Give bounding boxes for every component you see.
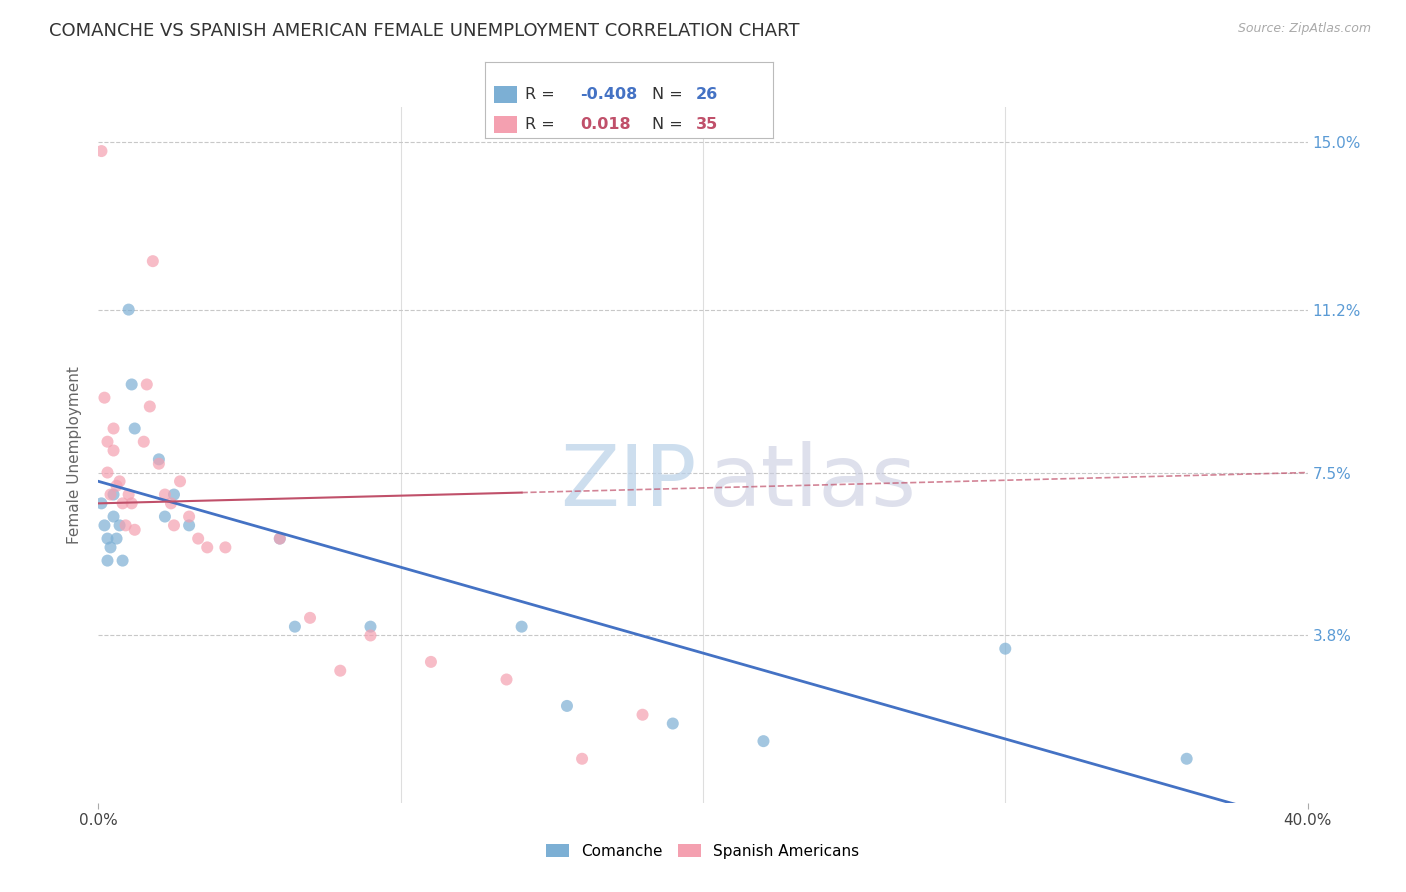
Point — [118, 302, 141, 317]
Text: COMANCHE VS SPANISH AMERICAN FEMALE UNEMPLOYMENT CORRELATION CHART: COMANCHE VS SPANISH AMERICAN FEMALE UNEM… — [49, 22, 800, 40]
Point — [1175, 752, 1198, 766]
Point — [132, 434, 155, 449]
Bar — [494, 86, 517, 103]
Point — [108, 518, 131, 533]
Point — [360, 620, 382, 634]
Point — [495, 673, 517, 687]
Point — [148, 457, 170, 471]
Text: N =: N = — [652, 117, 688, 132]
Point — [105, 532, 128, 546]
Point — [103, 509, 125, 524]
Point — [179, 518, 201, 533]
Text: -0.408: -0.408 — [581, 87, 637, 102]
Point — [114, 518, 136, 533]
Text: N =: N = — [652, 87, 688, 102]
Text: R =: R = — [526, 87, 561, 102]
Point — [153, 509, 176, 524]
Text: R =: R = — [526, 117, 561, 132]
Point — [93, 518, 115, 533]
Point — [96, 434, 118, 449]
Point — [187, 532, 209, 546]
Text: 35: 35 — [696, 117, 717, 132]
Point — [100, 541, 122, 555]
Point — [96, 553, 118, 567]
Point — [269, 532, 291, 546]
Point — [752, 734, 775, 748]
Point — [103, 443, 125, 458]
Point — [90, 144, 112, 158]
Point — [420, 655, 443, 669]
Point — [111, 496, 134, 510]
Point — [124, 421, 146, 435]
Point — [103, 421, 125, 435]
Point — [124, 523, 146, 537]
Y-axis label: Female Unemployment: Female Unemployment — [67, 366, 83, 544]
Point — [111, 553, 134, 567]
Point — [571, 752, 593, 766]
Point — [179, 509, 201, 524]
Point — [994, 641, 1017, 656]
Point — [153, 487, 176, 501]
Point — [631, 707, 654, 722]
Point — [108, 475, 131, 489]
Bar — [494, 116, 517, 133]
Point — [93, 391, 115, 405]
Point — [90, 496, 112, 510]
Point — [148, 452, 170, 467]
Point — [135, 377, 157, 392]
Text: ZIP: ZIP — [561, 442, 697, 524]
Point — [360, 628, 382, 642]
Text: 0.018: 0.018 — [581, 117, 631, 132]
Point — [96, 532, 118, 546]
Point — [121, 496, 143, 510]
Point — [269, 532, 291, 546]
Point — [121, 377, 143, 392]
Point — [103, 487, 125, 501]
Point — [555, 698, 578, 713]
Text: atlas: atlas — [709, 442, 917, 524]
Text: 26: 26 — [696, 87, 717, 102]
Point — [160, 496, 183, 510]
Point — [142, 254, 165, 268]
Text: Source: ZipAtlas.com: Source: ZipAtlas.com — [1237, 22, 1371, 36]
Point — [214, 541, 236, 555]
Point — [105, 479, 128, 493]
Point — [510, 620, 533, 634]
Point — [284, 620, 307, 634]
Point — [100, 487, 122, 501]
Point — [163, 518, 186, 533]
Point — [299, 611, 322, 625]
Point — [661, 716, 683, 731]
Point — [118, 487, 141, 501]
Point — [139, 400, 162, 414]
Point — [163, 487, 186, 501]
Point — [329, 664, 352, 678]
Point — [169, 475, 191, 489]
Point — [195, 541, 218, 555]
Legend: Comanche, Spanish Americans: Comanche, Spanish Americans — [540, 838, 866, 864]
Point — [96, 466, 118, 480]
